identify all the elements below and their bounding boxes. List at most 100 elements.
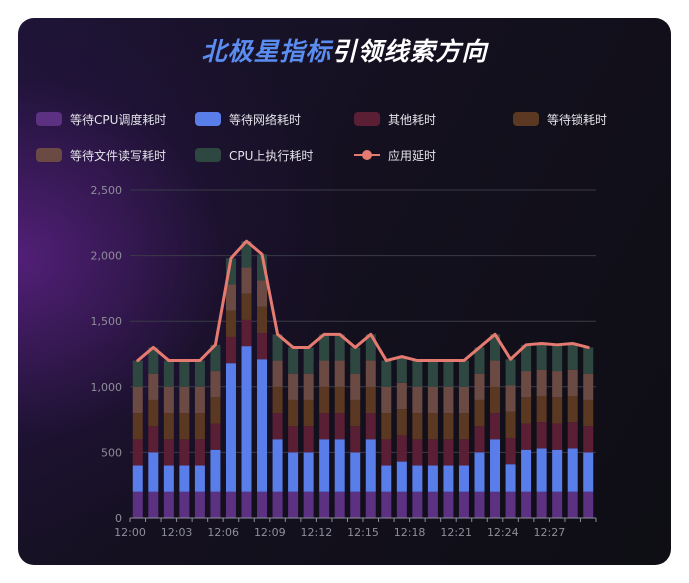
x-tick-label: 12:24 (487, 526, 519, 539)
bar-segment (241, 241, 252, 268)
bar-segment (443, 360, 454, 387)
bar-segment (505, 464, 516, 492)
bar-segment (241, 293, 252, 320)
bar-segment (257, 306, 268, 334)
bar-segment (303, 373, 314, 400)
bar-segment (288, 491, 299, 518)
bar-segment (210, 397, 221, 424)
x-tick-label: 12:06 (207, 526, 239, 539)
x-tick-label: 12:12 (301, 526, 333, 539)
latency-line (136, 239, 590, 363)
bar-segment (365, 334, 376, 361)
y-tick-label: 1,500 (91, 315, 123, 328)
chart-card: 北极星指标引领线索方向 等待CPU调度耗时 等待网络耗时 其他耗时 等待锁耗时 … (18, 18, 671, 565)
legend-swatch (36, 112, 62, 126)
bar-segment (334, 360, 345, 387)
bar-segment (396, 382, 407, 410)
bar-segment (194, 439, 205, 466)
x-tick-label: 12:03 (161, 526, 193, 539)
bar-segment (412, 413, 423, 440)
bar-segment (365, 491, 376, 518)
bar-segment (490, 334, 501, 361)
bar-segment (381, 491, 392, 518)
bar-segment (490, 439, 501, 492)
bar-segment (210, 371, 221, 398)
x-tick-label: 12:09 (254, 526, 286, 539)
legend-item-network-wait[interactable]: 等待网络耗时 (195, 111, 301, 127)
bar-segment (567, 448, 578, 492)
bar-segment (257, 254, 268, 281)
bar-segment (443, 439, 454, 466)
bar-segment (148, 347, 159, 374)
stacked-bar-chart: 0 500 1,000 1,500 2,000 2,500 12:00 12:03 12:06 1… (91, 184, 597, 539)
x-tick-label: 12:00 (114, 526, 146, 539)
bar-segment (427, 465, 438, 492)
legend-item-latency[interactable]: 应用延时 (354, 147, 436, 163)
bar-segment (288, 426, 299, 453)
bar-segment (319, 360, 330, 387)
bar-segment (350, 491, 361, 518)
bar-segment (536, 395, 547, 423)
bar-segment (132, 386, 143, 414)
legend-item-cpu-wait[interactable]: 等待CPU调度耗时 (36, 111, 166, 127)
bar-segment (132, 465, 143, 492)
legend-item-cpu-exec[interactable]: CPU上执行耗时 (195, 147, 313, 163)
legend-swatch (513, 112, 539, 126)
bar-segment (225, 284, 236, 311)
bar-segment (132, 360, 143, 387)
y-tick-label: 0 (115, 512, 122, 525)
bar-segment (458, 413, 469, 440)
legend-swatch (354, 112, 380, 126)
bar-segment (272, 386, 283, 414)
bar-segment (179, 413, 190, 440)
bar-segment (396, 356, 407, 383)
bar-segment (241, 346, 252, 492)
bar-segment (521, 344, 532, 372)
bar-segment (334, 386, 345, 414)
bar-segment (567, 343, 578, 370)
bar-segment (396, 461, 407, 492)
legend-item-lock-wait[interactable]: 等待锁耗时 (513, 111, 607, 127)
legend-label: 等待锁耗时 (547, 112, 608, 127)
bar-segment (552, 491, 563, 518)
bar-segment (552, 397, 563, 424)
bar-segment (505, 411, 516, 438)
bar-segment (148, 426, 159, 453)
bar-segment (288, 347, 299, 374)
bar-segment (241, 267, 252, 294)
bar-segment (179, 386, 190, 414)
bar-segment (365, 413, 376, 440)
bar-segment (474, 491, 485, 518)
bar-segment (210, 449, 221, 492)
bar-segment (505, 491, 516, 518)
bar-segment (210, 423, 221, 450)
bar-segment (521, 491, 532, 518)
legend-swatch (195, 148, 221, 162)
bar-segment (303, 491, 314, 518)
legend-label: 其他耗时 (388, 112, 437, 127)
legend-item-file-io[interactable]: 等待文件读写耗时 (36, 147, 166, 163)
bar-segment (427, 386, 438, 414)
bar-segment (179, 465, 190, 492)
bar-segment (412, 386, 423, 414)
bar-segment (163, 360, 174, 387)
bar-segment (319, 334, 330, 361)
bar-segment (163, 465, 174, 492)
bar-segment (319, 413, 330, 440)
legend-label: CPU上执行耗时 (229, 148, 314, 163)
bar-segment (350, 452, 361, 492)
legend-label: 等待CPU调度耗时 (70, 112, 167, 127)
bar-segment (225, 336, 236, 364)
bar-segment (179, 360, 190, 387)
legend-label: 应用延时 (388, 148, 437, 163)
title-rest: 引领线索方向 (331, 37, 488, 66)
bar-segment (132, 491, 143, 518)
bar-segment (148, 491, 159, 518)
bar-segment (194, 413, 205, 440)
bar-segment (521, 423, 532, 450)
bar-segment (396, 409, 407, 436)
bar-segment (272, 360, 283, 387)
bar-segment (272, 413, 283, 440)
bar-segment (163, 413, 174, 440)
legend-item-other[interactable]: 其他耗时 (354, 111, 436, 127)
